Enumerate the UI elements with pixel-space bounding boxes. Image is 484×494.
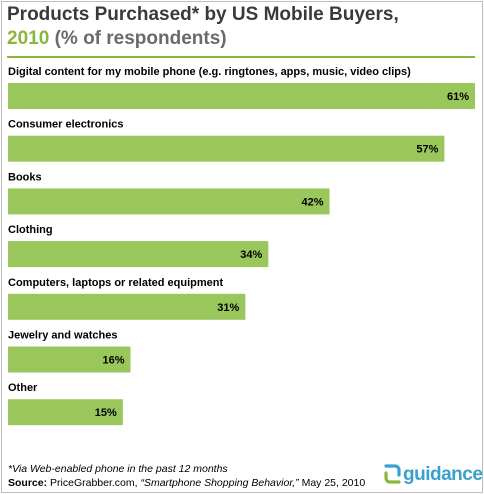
value-label: 16% — [102, 355, 124, 367]
footnote: *Via Web-enabled phone in the past 12 mo… — [8, 463, 228, 475]
title-year: 2010 — [7, 28, 50, 49]
bar — [8, 293, 246, 320]
bar — [8, 188, 330, 215]
value-label: 57% — [416, 144, 438, 156]
bar — [8, 399, 123, 426]
title-line-1: Products Purchased* by US Mobile Buyers, — [7, 4, 399, 25]
brand-name: guidance — [403, 464, 483, 485]
chart-title: Products Purchased* by US Mobile Buyers,… — [7, 3, 477, 51]
title-unit: (% of respondents) — [54, 28, 227, 49]
bar — [8, 83, 475, 109]
category-label: Digital content for my mobile phone (e.g… — [8, 66, 411, 78]
source-date: May 25, 2010 — [298, 477, 366, 489]
value-label: 31% — [217, 302, 239, 314]
value-label: 61% — [447, 91, 469, 103]
guidance-logo: guidance — [383, 462, 483, 488]
title-line-2: 2010 (% of respondents) — [7, 27, 477, 51]
chart-footer: *Via Web-enabled phone in the past 12 mo… — [8, 462, 365, 490]
category-label: Jewelry and watches — [8, 330, 117, 342]
bar — [8, 241, 269, 268]
title-rule — [7, 56, 475, 58]
bar — [8, 346, 131, 373]
category-label: Consumer electronics — [8, 119, 124, 131]
category-label: Clothing — [8, 224, 53, 236]
source-label: Source: — [8, 477, 48, 489]
category-label: Other — [8, 382, 38, 394]
value-label: 15% — [95, 407, 117, 419]
category-label: Computers, laptops or related equipment — [8, 277, 223, 289]
bar — [8, 135, 445, 162]
value-label: 34% — [240, 249, 262, 261]
guidance-logo-icon — [384, 464, 401, 484]
source-org: PriceGrabber.com, — [50, 477, 141, 489]
source-title: “Smartphone Shopping Behavior,” — [140, 477, 299, 489]
category-label: Books — [8, 171, 42, 183]
source-line: Source: PriceGrabber.com, “Smartphone Sh… — [8, 476, 365, 490]
value-label: 42% — [302, 196, 324, 208]
